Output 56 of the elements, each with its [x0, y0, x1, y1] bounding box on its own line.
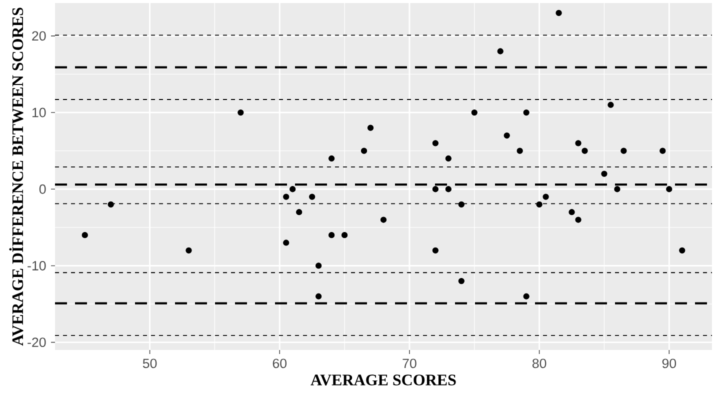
point — [582, 148, 588, 154]
x-tick-label: 90 — [662, 358, 676, 368]
point — [601, 170, 608, 177]
x-axis-title: AVERAGE SCORES — [310, 374, 456, 386]
point — [328, 232, 335, 238]
point — [367, 124, 374, 131]
point — [283, 194, 290, 200]
point — [620, 148, 627, 154]
point — [380, 216, 387, 223]
point — [608, 102, 614, 108]
point — [238, 109, 244, 116]
point — [523, 109, 530, 116]
point — [432, 247, 439, 254]
point — [556, 10, 562, 16]
point — [458, 201, 464, 208]
y-tick-label: -10 — [28, 261, 46, 270]
point — [575, 216, 582, 223]
point — [542, 194, 549, 200]
point — [186, 247, 192, 254]
point — [575, 140, 582, 146]
y-axis-title: AVERAGE DİFFERENCE BETWEEN SCORES — [9, 8, 24, 346]
x-tick-label: 70 — [402, 358, 416, 368]
point — [290, 186, 296, 192]
point — [679, 247, 686, 254]
point — [283, 240, 290, 246]
y-tick-label: 20 — [32, 31, 46, 41]
point — [516, 148, 523, 154]
point — [471, 109, 478, 116]
point — [328, 155, 335, 162]
point — [316, 293, 322, 300]
point — [309, 194, 316, 200]
point — [497, 48, 504, 54]
x-tick-label: 60 — [272, 358, 287, 368]
point — [614, 186, 620, 192]
x-tick-label: 50 — [142, 358, 157, 368]
point — [445, 186, 452, 192]
y-tick-label: 10 — [32, 108, 46, 118]
point — [108, 201, 114, 208]
point — [341, 232, 348, 238]
point — [445, 155, 452, 162]
point — [666, 186, 672, 192]
y-tick-label: -20 — [28, 338, 46, 348]
point — [432, 186, 439, 192]
point — [432, 140, 439, 146]
y-tick-label: 0 — [39, 184, 46, 194]
point — [458, 278, 464, 284]
point — [568, 209, 575, 216]
x-tick-label: 80 — [532, 358, 546, 368]
point — [296, 209, 302, 216]
point — [82, 232, 88, 238]
point — [660, 148, 666, 154]
point — [523, 293, 530, 300]
point — [360, 148, 368, 154]
point — [536, 201, 542, 208]
point — [316, 262, 322, 269]
point — [504, 132, 510, 139]
